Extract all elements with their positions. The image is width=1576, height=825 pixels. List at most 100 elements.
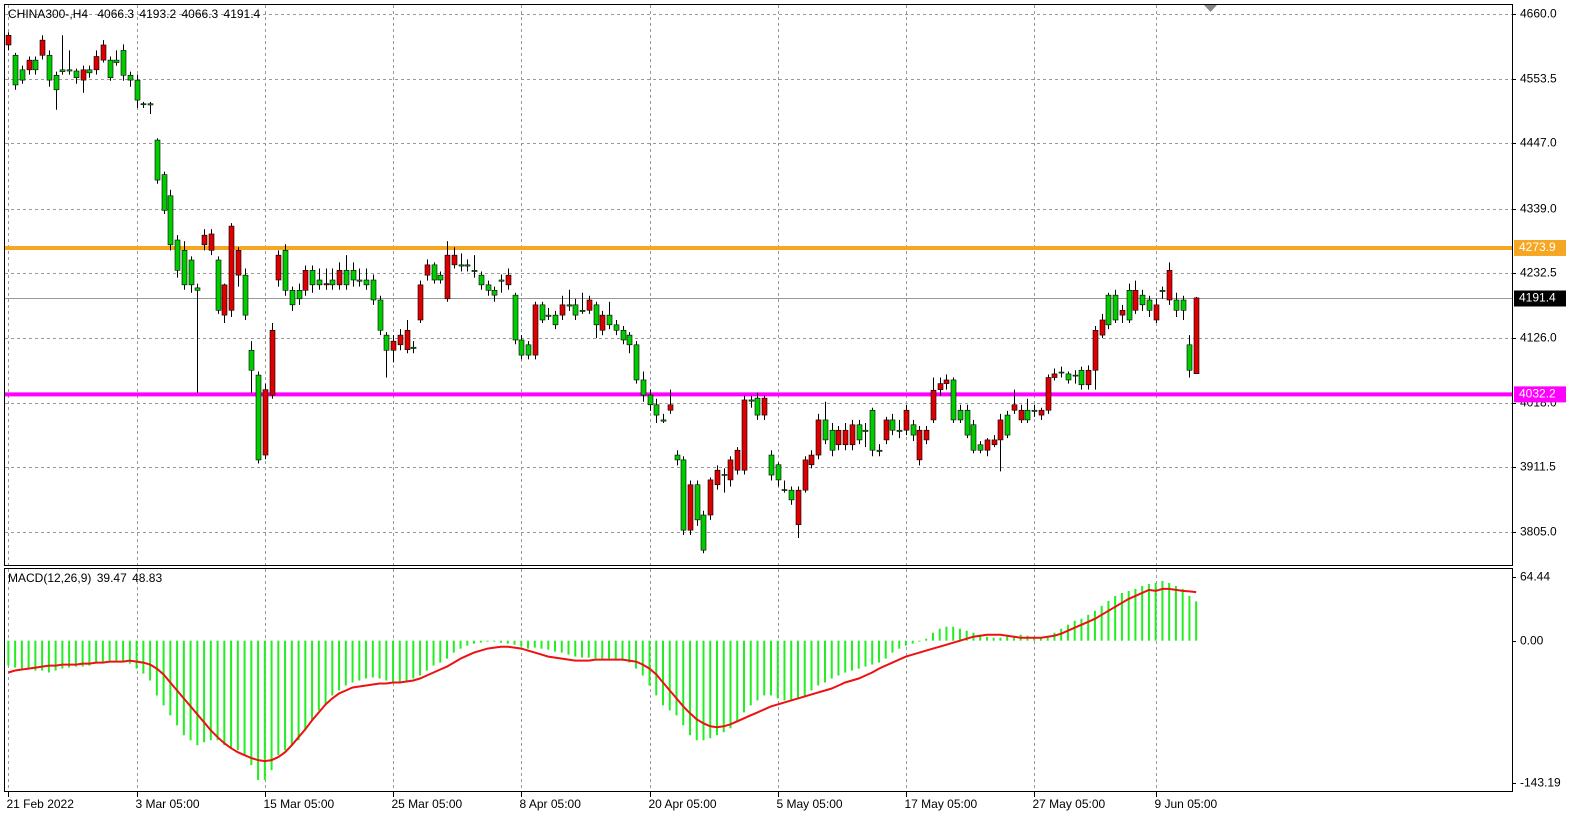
macd-bar [729, 640, 732, 729]
candle-body [228, 225, 235, 311]
candle-body [633, 344, 640, 381]
candle-body [903, 409, 910, 431]
candle-body [808, 454, 815, 466]
candle-body [73, 70, 80, 78]
x-tick-label: 20 Apr 05:00 [649, 797, 717, 811]
candle-body [572, 304, 579, 316]
macd-bar [344, 640, 347, 686]
candle-body [869, 409, 876, 451]
candle-body [221, 284, 228, 316]
macd-bar [783, 640, 786, 701]
candle-body [316, 279, 323, 286]
level-label-box [1514, 386, 1566, 403]
candle-body [80, 69, 87, 81]
candle-body [1173, 299, 1180, 311]
y-tick-label: 4126.0 [1520, 331, 1557, 345]
candle-body [188, 259, 195, 286]
macd-bar [513, 640, 516, 645]
macd-bar [830, 640, 833, 679]
macd-bar [682, 640, 685, 726]
macd-bar [621, 640, 624, 661]
x-tick-label: 15 Mar 05:00 [264, 797, 335, 811]
candle-body [343, 270, 350, 286]
candle-body [437, 274, 444, 281]
macd-bar [938, 628, 941, 641]
macd-bar [715, 640, 718, 736]
macd-bar [68, 640, 71, 668]
macd-bar [587, 640, 590, 658]
x-tick-label: 3 Mar 05:00 [136, 797, 200, 811]
candle-body [498, 279, 505, 282]
candle-body [626, 334, 633, 346]
macd-bar [263, 640, 266, 781]
y-tick-label: -143.19 [1520, 776, 1561, 790]
macd-bar [979, 634, 982, 641]
candle-body [390, 340, 397, 351]
macd-bar [203, 640, 206, 743]
macd-bar [1127, 590, 1130, 641]
macd-bar [74, 640, 77, 667]
candle-body [1132, 290, 1139, 311]
macd-bar [742, 640, 745, 713]
y-tick-label: 4447.0 [1520, 136, 1557, 150]
macd-bar [985, 636, 988, 641]
candle-body [1058, 371, 1065, 374]
candle-body [505, 274, 512, 286]
macd-bar [277, 640, 280, 756]
candle-body [242, 274, 249, 316]
y-tick-label: 4553.5 [1520, 72, 1557, 86]
candle-body [113, 59, 120, 63]
candle-body [1078, 369, 1085, 386]
macd-bar [270, 640, 273, 771]
macd-bar [608, 640, 611, 659]
candle-body [1011, 404, 1018, 411]
macd-bar [1195, 601, 1198, 641]
macd-bar [1141, 585, 1144, 641]
candle-body [1159, 290, 1166, 292]
header-open: 4066.3 [97, 7, 134, 21]
macd-bar [662, 640, 665, 706]
macd-bar [790, 640, 793, 701]
chart-shift-marker [1204, 5, 1217, 12]
candle-body [1099, 319, 1106, 336]
candle-body [761, 397, 768, 416]
candle-body [302, 270, 309, 291]
macd-bar [27, 640, 30, 669]
macd-bar [810, 640, 813, 691]
macd-bar [7, 640, 10, 666]
candle-body [545, 314, 552, 317]
candle-body [377, 299, 384, 331]
macd-bar [338, 640, 341, 691]
macd-bar [655, 640, 658, 696]
candle-body [19, 69, 26, 81]
macd-bar [898, 640, 901, 649]
candle-body [694, 484, 701, 521]
x-tick-label: 9 Jun 05:00 [1155, 797, 1218, 811]
candle-body [1031, 409, 1038, 412]
macd-bar [459, 640, 462, 649]
signal-last: 48.83 [132, 571, 162, 585]
candle-body [923, 429, 930, 441]
candle-body [835, 429, 842, 446]
candle-body [687, 484, 694, 531]
candle-body [916, 429, 923, 461]
candle-body [282, 250, 289, 291]
candle-body [370, 279, 377, 301]
macd-bar [135, 640, 138, 669]
last-price-label-box [1514, 290, 1566, 307]
macd-bar [965, 630, 968, 641]
x-tick-label: 27 May 05:00 [1033, 797, 1106, 811]
macd-bar [412, 640, 415, 679]
candle-body [255, 374, 262, 461]
x-tick-label: 25 Mar 05:00 [392, 797, 463, 811]
candle-body [883, 419, 890, 441]
macd-bar [520, 640, 523, 647]
macd-bar [290, 640, 293, 746]
macd-bar [837, 640, 840, 676]
macd-bar [1168, 582, 1171, 641]
macd-bar [1100, 605, 1103, 641]
macd-bar [189, 640, 192, 741]
macd-bar [992, 637, 995, 641]
